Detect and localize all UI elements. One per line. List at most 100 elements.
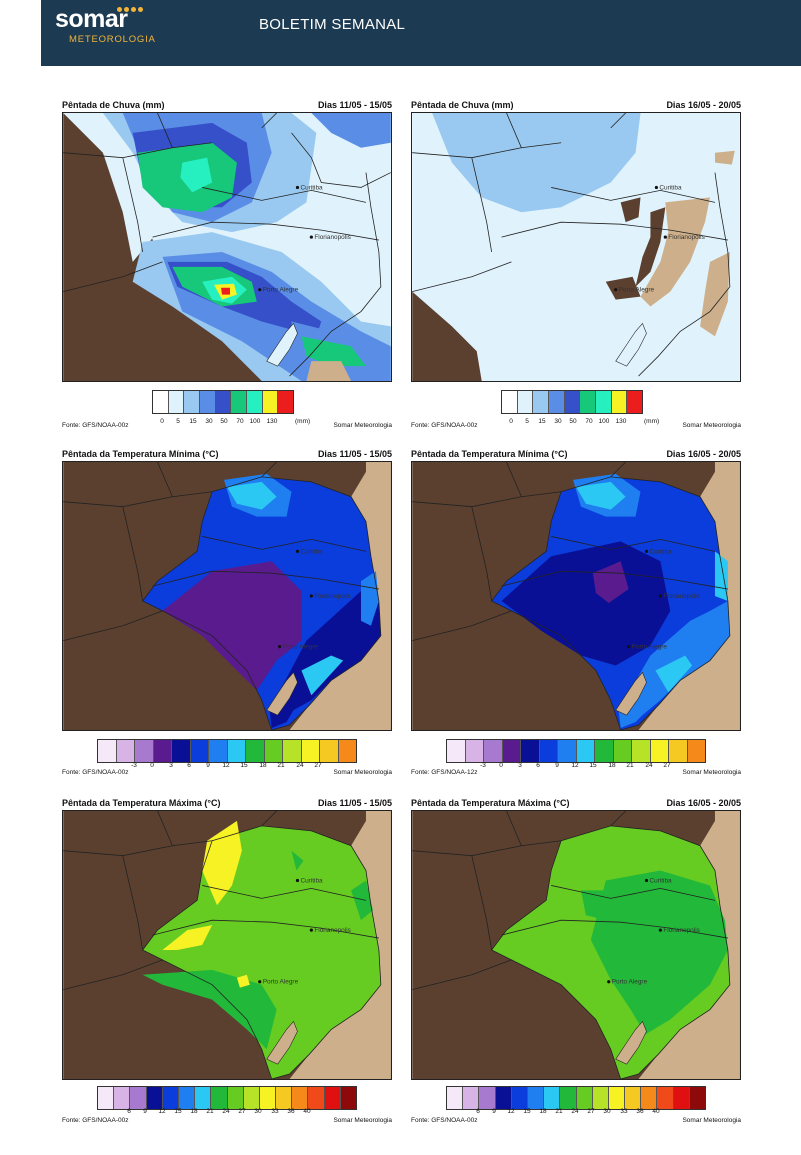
tick-label: 9 bbox=[492, 1108, 496, 1115]
rain-panel-1: Pêntada de Chuva (mm) Dias 11/05 - 15/05 bbox=[62, 100, 392, 430]
tick-label: 0 bbox=[160, 418, 164, 425]
tick-label: 21 bbox=[626, 762, 634, 769]
tick-label: 3 bbox=[169, 762, 173, 769]
rain-map: Curitiba Florianopolis Porto Alegre bbox=[62, 112, 392, 382]
tick-label: 24 bbox=[645, 762, 653, 769]
tmin-panel-2: Pêntada da Temperatura Mínima (°C) Dias … bbox=[411, 449, 741, 779]
tick-label: 40 bbox=[303, 1108, 311, 1115]
tick-label: 30 bbox=[205, 418, 213, 425]
city-label-curitiba: Curitiba bbox=[300, 548, 323, 555]
tick-label: 5 bbox=[176, 418, 180, 425]
tmax-colorbar bbox=[446, 1086, 706, 1110]
rain-colorbar bbox=[152, 390, 294, 414]
tmax-panel-1: Pêntada da Temperatura Máxima (°C) Dias … bbox=[62, 798, 392, 1133]
tick-label: 27 bbox=[238, 1108, 246, 1115]
tmin-map: Curitiba Florianopolis Porto Alegre bbox=[411, 461, 741, 731]
tick-label: 6 bbox=[536, 762, 540, 769]
rain-unit: (mm) bbox=[644, 418, 660, 425]
city-label-florianopolis: Florianopolis bbox=[314, 593, 351, 600]
tick-label: 70 bbox=[236, 418, 244, 425]
header-bar: somar METEOROLOGIA BOLETIM SEMANAL bbox=[41, 0, 801, 66]
panel-dates: Dias 16/05 - 20/05 bbox=[666, 100, 741, 110]
source-label: Fonte: GFS/NOAA-00z bbox=[62, 1117, 129, 1124]
tick-label: 24 bbox=[222, 1108, 230, 1115]
tick-label: 130 bbox=[266, 418, 278, 425]
panel-dates: Dias 16/05 - 20/05 bbox=[666, 798, 741, 808]
tick-label: 9 bbox=[555, 762, 559, 769]
tick-label: 30 bbox=[254, 1108, 262, 1115]
panel-title: Pêntada de Chuva (mm) bbox=[62, 100, 165, 110]
tick-label: 27 bbox=[314, 762, 322, 769]
tick-label: 18 bbox=[539, 1108, 547, 1115]
logo-wordmark: somar bbox=[55, 5, 128, 33]
tmax-map: Curitiba Florianopolis Porto Alegre bbox=[411, 810, 741, 1080]
tmax-map: Curitiba Florianopolis Porto Alegre bbox=[62, 810, 392, 1080]
tick-label: 9 bbox=[143, 1108, 147, 1115]
tick-label: 18 bbox=[190, 1108, 198, 1115]
logo-subtitle: METEOROLOGIA bbox=[69, 34, 156, 45]
tmin-colorbar bbox=[446, 739, 706, 763]
tmax-legend: 6 9 12 15 18 21 24 27 30 33 36 40 Fonte: GFS/NOAA-0… bbox=[62, 1086, 392, 1128]
panel-title: Pêntada da Temperatura Mínima (°C) bbox=[411, 449, 568, 459]
credit-label: Somar Meteorologia bbox=[682, 1117, 741, 1124]
tick-label: 33 bbox=[271, 1108, 279, 1115]
tick-label: 15 bbox=[240, 762, 248, 769]
source-label: Fonte: GFS/NOAA-00z bbox=[411, 422, 478, 429]
city-label-florianopolis: Florianopolis bbox=[663, 927, 700, 934]
credit-label: Somar Meteorologia bbox=[333, 769, 392, 776]
panel-dates: Dias 11/05 - 15/05 bbox=[317, 449, 392, 459]
tick-label: 9 bbox=[206, 762, 210, 769]
panel-dates: Dias 16/05 - 20/05 bbox=[666, 449, 741, 459]
panel-dates: Dias 11/05 - 15/05 bbox=[317, 100, 392, 110]
city-label-porto-alegre: Porto Alegre bbox=[263, 979, 299, 986]
tick-label: 12 bbox=[222, 762, 230, 769]
panel-dates: Dias 11/05 - 15/05 bbox=[317, 798, 392, 808]
tick-label: 15 bbox=[174, 1108, 182, 1115]
tick-label: 15 bbox=[589, 762, 597, 769]
tick-label: 100 bbox=[249, 418, 261, 425]
tick-label: 0 bbox=[150, 762, 154, 769]
somar-logo: somar METEOROLOGIA bbox=[55, 5, 165, 45]
tick-label: 40 bbox=[652, 1108, 660, 1115]
tick-label: 12 bbox=[507, 1108, 515, 1115]
rain-colorbar bbox=[501, 390, 643, 414]
city-label-curitiba: Curitiba bbox=[649, 548, 672, 555]
tick-label: 15 bbox=[523, 1108, 531, 1115]
logo-dots-icon bbox=[117, 7, 143, 12]
city-label-porto-alegre: Porto Alegre bbox=[612, 979, 648, 986]
city-label-curitiba: Curitiba bbox=[300, 184, 323, 191]
rain-panel-2: Pêntada de Chuva (mm) Dias 16/05 - 20/05… bbox=[411, 100, 741, 430]
tick-label: 36 bbox=[287, 1108, 295, 1115]
tick-label: 21 bbox=[206, 1108, 214, 1115]
tick-label: 130 bbox=[615, 418, 627, 425]
credit-label: Somar Meteorologia bbox=[333, 422, 392, 429]
tick-label: 6 bbox=[127, 1108, 131, 1115]
tick-label: 15 bbox=[189, 418, 197, 425]
panel-title: Pêntada de Chuva (mm) bbox=[411, 100, 514, 110]
tmax-panel-2: Pêntada da Temperatura Máxima (°C) Dias … bbox=[411, 798, 741, 1133]
tick-label: 3 bbox=[518, 762, 522, 769]
tick-label: 27 bbox=[587, 1108, 595, 1115]
tick-label: 50 bbox=[569, 418, 577, 425]
rain-legend: 0 5 15 30 50 70 100 130 (mm) Fonte: GFS/NOAA-00… bbox=[62, 388, 392, 430]
tick-label: -3 bbox=[131, 762, 137, 769]
rain-unit: (mm) bbox=[295, 418, 311, 425]
tick-label: 30 bbox=[554, 418, 562, 425]
tick-label: 21 bbox=[277, 762, 285, 769]
city-label-florianopolis: Florianopolis bbox=[314, 234, 351, 241]
city-label-curitiba: Curitiba bbox=[649, 877, 672, 884]
credit-label: Somar Meteorologia bbox=[333, 1117, 392, 1124]
city-label-florianopolis: Florianopolis bbox=[314, 927, 351, 934]
tick-label: -3 bbox=[480, 762, 486, 769]
tick-label: 100 bbox=[598, 418, 610, 425]
bulletin-title: BOLETIM SEMANAL bbox=[259, 16, 406, 33]
tmin-panel-1: Pêntada da Temperatura Mínima (°C) Dias … bbox=[62, 449, 392, 779]
tmax-legend: 6 9 12 15 18 21 24 27 30 33 36 40 Fonte: GFS/NOAA-0… bbox=[411, 1086, 741, 1128]
tick-label: 5 bbox=[525, 418, 529, 425]
rain-map: Curitiba Florianopolis Porto Alegre bbox=[411, 112, 741, 382]
city-label-curitiba: Curitiba bbox=[300, 877, 323, 884]
tick-label: 18 bbox=[259, 762, 267, 769]
city-label-florianopolis: Florianopolis bbox=[668, 234, 705, 241]
tick-label: 24 bbox=[571, 1108, 579, 1115]
tick-label: 21 bbox=[555, 1108, 563, 1115]
